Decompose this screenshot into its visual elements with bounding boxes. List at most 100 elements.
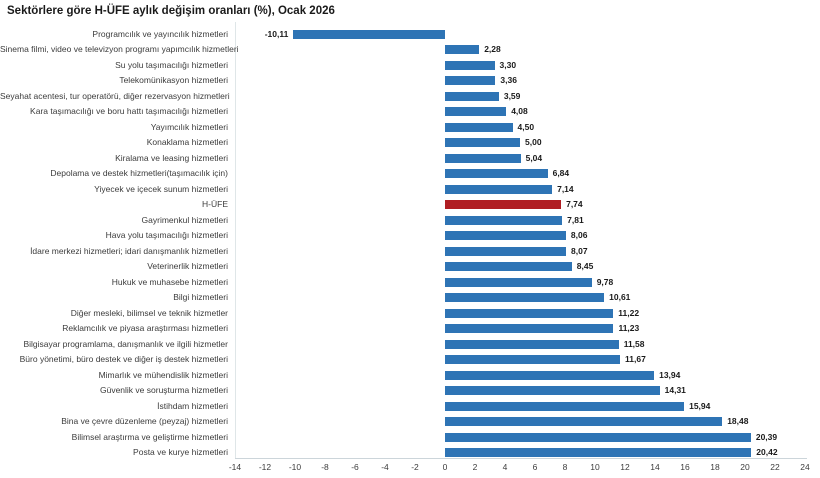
category-label: Konaklama hizmetleri [146,137,228,147]
value-label: 20,39 [755,431,778,442]
x-axis-tick-label: -4 [381,462,389,472]
value-label: 11,67 [625,354,646,364]
category-label: Veterinerlik hizmetleri [147,261,228,271]
chart-title: Sektörlere göre H-ÜFE aylık değişim oran… [7,5,335,17]
category-label: Reklamcılık ve piyasa araştırması hizmet… [62,323,228,333]
value-label: 10,61 [609,292,631,302]
value-label: 2,28 [484,44,501,54]
value-label: 8,06 [570,230,588,240]
value-label: 5,04 [525,152,543,163]
category-label: Kiralama ve leasing hizmetleri [115,152,228,163]
x-axis-tick-label: 16 [680,462,690,472]
category-label: Su yolu taşımacılığı hizmetleri [115,59,228,70]
bar [293,29,445,39]
bar [445,153,521,163]
category-label: Hava yolu taşımacılığı hizmetleri [105,230,228,240]
value-label: 11,58 [623,338,645,349]
value-label: 3,36 [500,75,517,85]
value-label: 3,30 [499,59,517,70]
value-label: 7,14 [557,183,574,194]
x-axis-tick-label: -6 [351,462,359,472]
category-label: Bilgisayar programlama, danışmanlık ve i… [23,338,228,349]
x-axis-tick-label: -14 [228,462,242,472]
category-label: Kara taşımacılığı ve boru hattı taşımacı… [30,106,228,116]
x-axis-line [235,458,807,459]
bar [445,370,655,380]
bar [445,432,751,442]
bar [445,45,480,55]
value-label: 7,74 [566,199,583,209]
x-axis-tick-label: 2 [472,462,478,472]
x-axis-tick-label: 24 [800,462,810,472]
x-axis-tick-label: -12 [258,462,272,472]
bar [445,417,723,427]
bar [445,169,548,179]
value-label: 8,07 [571,245,588,256]
category-label: Sinema filmi, video ve televizyon progra… [0,44,239,54]
value-label: 11,22 [618,307,640,318]
bar [445,60,495,70]
bar [445,138,520,148]
bar-highlight [445,200,562,210]
x-axis-tick-label: 12 [620,462,630,472]
category-label: İdare merkezi hizmetleri; idari danışman… [30,245,228,256]
category-label: Hukuk ve muhasebe hizmetleri [111,276,228,287]
bar [445,355,621,365]
category-label: Bilgi hizmetleri [173,292,228,302]
bar [445,91,499,101]
x-axis-tick-label: 8 [562,462,568,472]
x-axis-tick-label: 18 [710,462,720,472]
value-label: -10,11 [264,28,289,39]
bar [445,386,660,396]
plot-left-border-line [235,22,236,458]
bar [445,107,507,117]
value-label: 15,94 [689,400,711,411]
value-label: 9,78 [596,276,614,287]
x-axis-tick-label: -8 [321,462,329,472]
bar [445,277,592,287]
x-axis-tick-label: 20 [740,462,750,472]
value-label: 6,84 [552,168,570,178]
bar [445,324,614,334]
x-axis-tick-label: 4 [502,462,508,472]
category-label: Depolama ve destek hizmetleri(taşımacılı… [50,168,228,178]
value-label: 4,08 [511,106,528,116]
category-label: Mimarlık ve mühendislik hizmetleri [98,369,228,380]
bar [445,231,566,241]
value-label: 18,48 [727,416,749,426]
category-label: Posta ve kurye hizmetleri [133,447,228,457]
category-label: Gayrimenkul hizmetleri [141,214,228,225]
bar [445,215,563,225]
category-label: Bilimsel araştırma ve geliştirme hizmetl… [71,431,228,442]
bar [445,246,567,256]
x-axis-tick-label: -10 [288,462,302,472]
category-label: Yayımcılık hizmetleri [150,121,228,132]
value-label: 14,31 [664,385,686,395]
bar [445,339,619,349]
category-label: Diğer mesleki, bilimsel ve teknik hizmet… [70,307,228,318]
bar [445,448,752,458]
value-label: 7,81 [567,214,584,225]
category-label: Güvenlik ve soruşturma hizmetleri [99,385,228,395]
category-label: İstihdam hizmetleri [157,400,228,411]
bar [445,401,685,411]
value-label: 3,59 [503,90,521,101]
value-label: 8,45 [576,261,594,271]
category-label: Telekomünikasyon hizmetleri [119,75,228,85]
x-axis-tick-label: 10 [590,462,600,472]
bar [445,122,513,132]
category-label: Büro yönetimi, büro destek ve diğer iş d… [19,354,228,364]
bar [445,308,614,318]
value-label: 20,42 [756,447,778,457]
category-label: Programcılık ve yayıncılık hizmetleri [92,28,228,39]
x-axis-tick-label: 6 [532,462,538,472]
category-label: Seyahat acentesi, tur operatörü, diğer r… [0,90,230,101]
value-label: 4,50 [517,121,535,132]
bar [445,184,553,194]
x-axis-tick-label: 14 [650,462,660,472]
x-axis-tick-label: 0 [442,462,448,472]
x-axis-tick-label: 22 [770,462,780,472]
value-label: 13,94 [659,369,681,380]
x-axis-tick-label: -2 [411,462,419,472]
